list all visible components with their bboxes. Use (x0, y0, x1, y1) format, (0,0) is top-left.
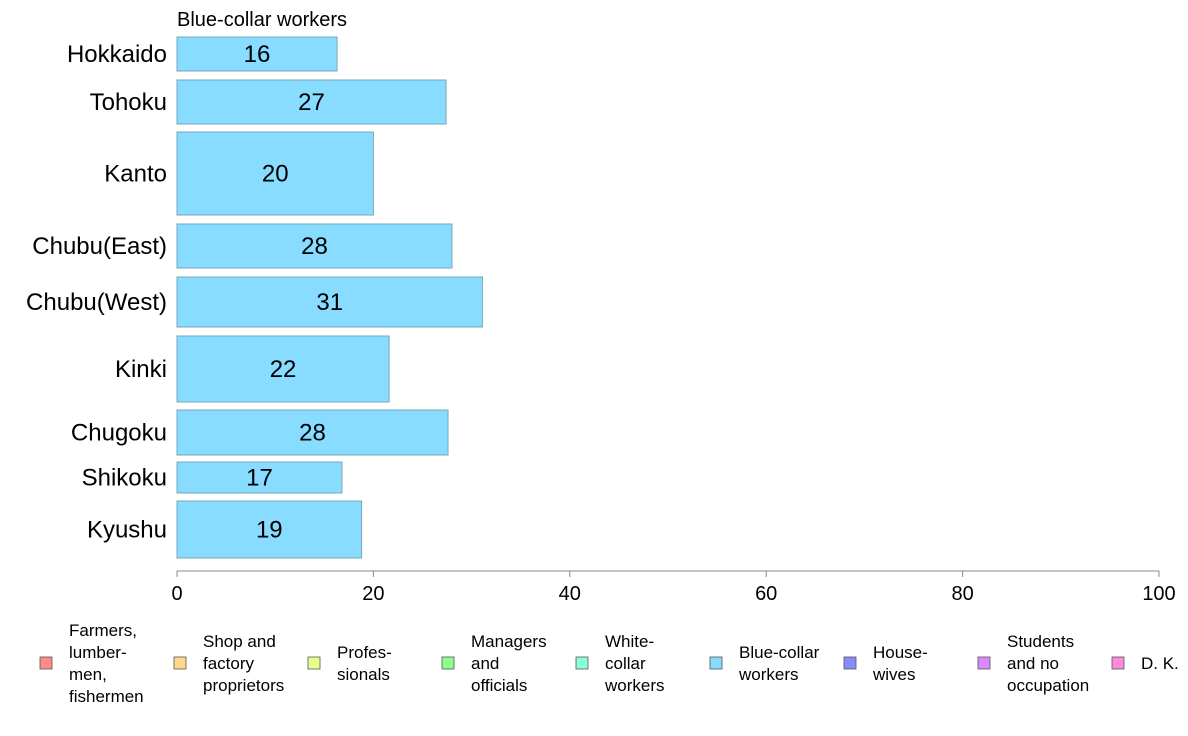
legend: Farmers, lumber-men, fishermen Shop and fact… (39, 621, 1179, 706)
bar-tohoku (176, 79, 447, 125)
region-label: Chubu(West) (26, 289, 167, 316)
legend-swatch (843, 656, 857, 670)
legend-label: workers (738, 665, 799, 684)
bar-shikoku (176, 461, 343, 494)
legend-label: wives (872, 665, 916, 684)
legend-label: Students (1007, 632, 1074, 651)
legend-label: occupation (1007, 676, 1089, 695)
x-tick-label: 20 (362, 583, 384, 605)
bar-chugoku (176, 409, 449, 456)
bar-kinki (176, 335, 390, 403)
bar-chubu-east- (176, 223, 453, 269)
bar-value-label: 22 (270, 356, 297, 383)
bar-chubu-west- (176, 276, 483, 328)
region-label: Kanto (104, 161, 167, 188)
legend-label: officials (471, 676, 527, 695)
legend-label: Managers (471, 632, 547, 651)
legend-swatch (307, 656, 321, 670)
region-label: Chugoku (71, 420, 167, 447)
legend-swatch (39, 656, 53, 670)
region-label: Kyushu (87, 517, 167, 544)
bar-value-label: 28 (299, 420, 326, 447)
legend-label: collar (605, 654, 646, 673)
region-label: Kinki (115, 356, 167, 383)
chart-title: Blue-collar workers (177, 9, 347, 31)
x-axis: 0 20 40 60 80 100 (171, 570, 1176, 605)
bar-value-label: 27 (298, 89, 325, 116)
x-tick-label: 0 (171, 583, 182, 605)
legend-label: sionals (337, 665, 390, 684)
bar-value-label: 16 (244, 41, 271, 68)
legend-label: lumber- (69, 643, 127, 662)
region-label: Tohoku (90, 89, 167, 116)
legend-label: Farmers, (69, 621, 137, 640)
x-tick-label: 40 (559, 583, 581, 605)
legend-swatch (441, 656, 455, 670)
legend-label: Blue-collar (739, 643, 820, 662)
legend-label: proprietors (203, 676, 284, 695)
legend-label: D. K. (1141, 654, 1179, 673)
region-label: Chubu(East) (32, 233, 167, 260)
bar-value-label: 19 (256, 517, 283, 544)
bar-value-label: 28 (301, 233, 328, 260)
bar-kanto (176, 131, 374, 216)
x-tick-label: 60 (755, 583, 777, 605)
legend-label: and (471, 654, 499, 673)
legend-label: men, (69, 665, 107, 684)
bar-hokkaido (176, 36, 338, 72)
legend-swatch (575, 656, 589, 670)
legend-swatch (173, 656, 187, 670)
bar-value-label: 20 (262, 161, 289, 188)
region-label: Shikoku (82, 465, 167, 492)
legend-swatch (709, 656, 723, 670)
legend-label: Profes- (337, 643, 392, 662)
legend-label: White- (605, 632, 654, 651)
legend-label: and no (1007, 654, 1059, 673)
x-tick-label: 80 (951, 583, 973, 605)
bars-group: Hokkaido 16 Tohoku 27 Kanto 20 Chubu(East) 28 Ch… (26, 36, 483, 559)
legend-swatch (1111, 656, 1125, 670)
bar-value-label: 31 (316, 289, 343, 316)
legend-label: fishermen (69, 687, 144, 706)
legend-label: House- (873, 643, 928, 662)
x-tick-label: 100 (1142, 583, 1175, 605)
legend-label: factory (203, 654, 255, 673)
legend-swatch (977, 656, 991, 670)
bar-kyushu (176, 500, 363, 559)
bar-value-label: 17 (246, 465, 273, 492)
legend-label: Shop and (203, 632, 276, 651)
region-label: Hokkaido (67, 41, 167, 68)
legend-label: workers (604, 676, 665, 695)
